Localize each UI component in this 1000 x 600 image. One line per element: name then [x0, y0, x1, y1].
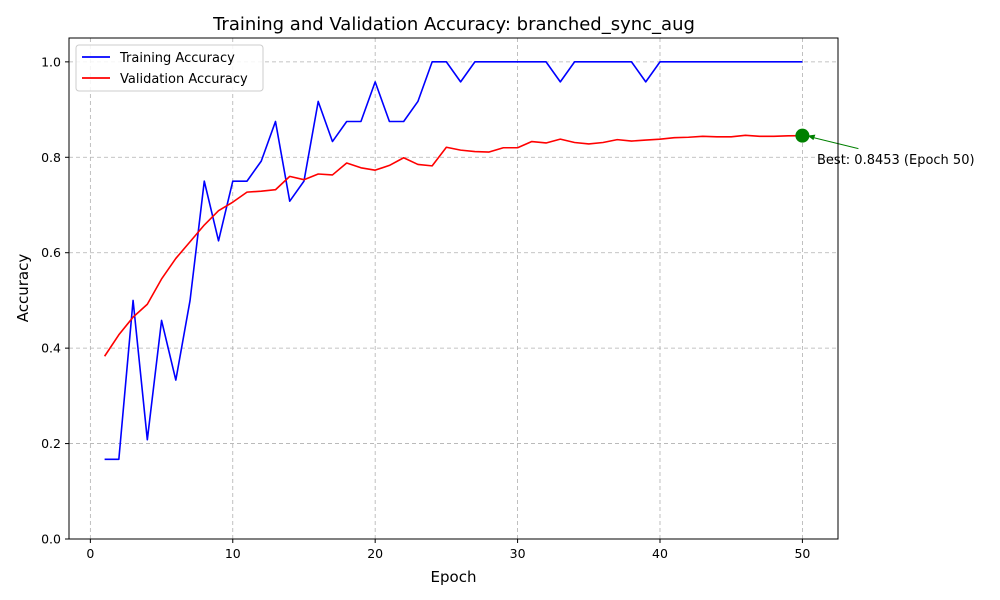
y-tick-label: 1.0	[41, 54, 61, 69]
best-annotation-arrowhead	[807, 134, 816, 141]
y-axis-label: Accuracy	[14, 254, 32, 323]
x-axis-label: Epoch	[431, 568, 477, 586]
validation-accuracy-line	[103, 134, 803, 357]
best-annotation-arrow	[811, 136, 859, 150]
chart-title: Training and Validation Accuracy: branch…	[212, 14, 695, 35]
legend-label-training: Training Accuracy	[119, 51, 235, 66]
y-tick-label: 0.4	[41, 341, 61, 356]
x-tick-label: 40	[652, 546, 668, 561]
legend: Training Accuracy Validation Accuracy	[75, 44, 264, 92]
best-marker-layer	[795, 128, 859, 150]
plot-frame	[68, 37, 839, 540]
x-tick-label: 50	[794, 546, 810, 561]
legend-box	[75, 44, 264, 92]
y-tick-label: 0.2	[41, 436, 61, 451]
y-tick-label: 0.6	[41, 245, 61, 260]
x-tick-label: 0	[86, 546, 94, 561]
x-tick-label: 10	[225, 546, 241, 561]
best-point-marker	[795, 128, 810, 143]
series-lines	[103, 61, 803, 461]
legend-label-validation: Validation Accuracy	[120, 72, 248, 87]
x-tick-label: 20	[367, 546, 383, 561]
y-tick-label: 0.8	[41, 150, 61, 165]
best-annotation-text: Best: 0.8453 (Epoch 50)	[817, 153, 975, 168]
x-tick-label: 30	[510, 546, 526, 561]
training-accuracy-line	[104, 61, 803, 461]
y-tick-label: 0.0	[41, 532, 61, 547]
axis-ticks: 0 10 20 30 40 50 0.0 0.2 0.4 0.6 0.8 1.0	[41, 54, 810, 561]
